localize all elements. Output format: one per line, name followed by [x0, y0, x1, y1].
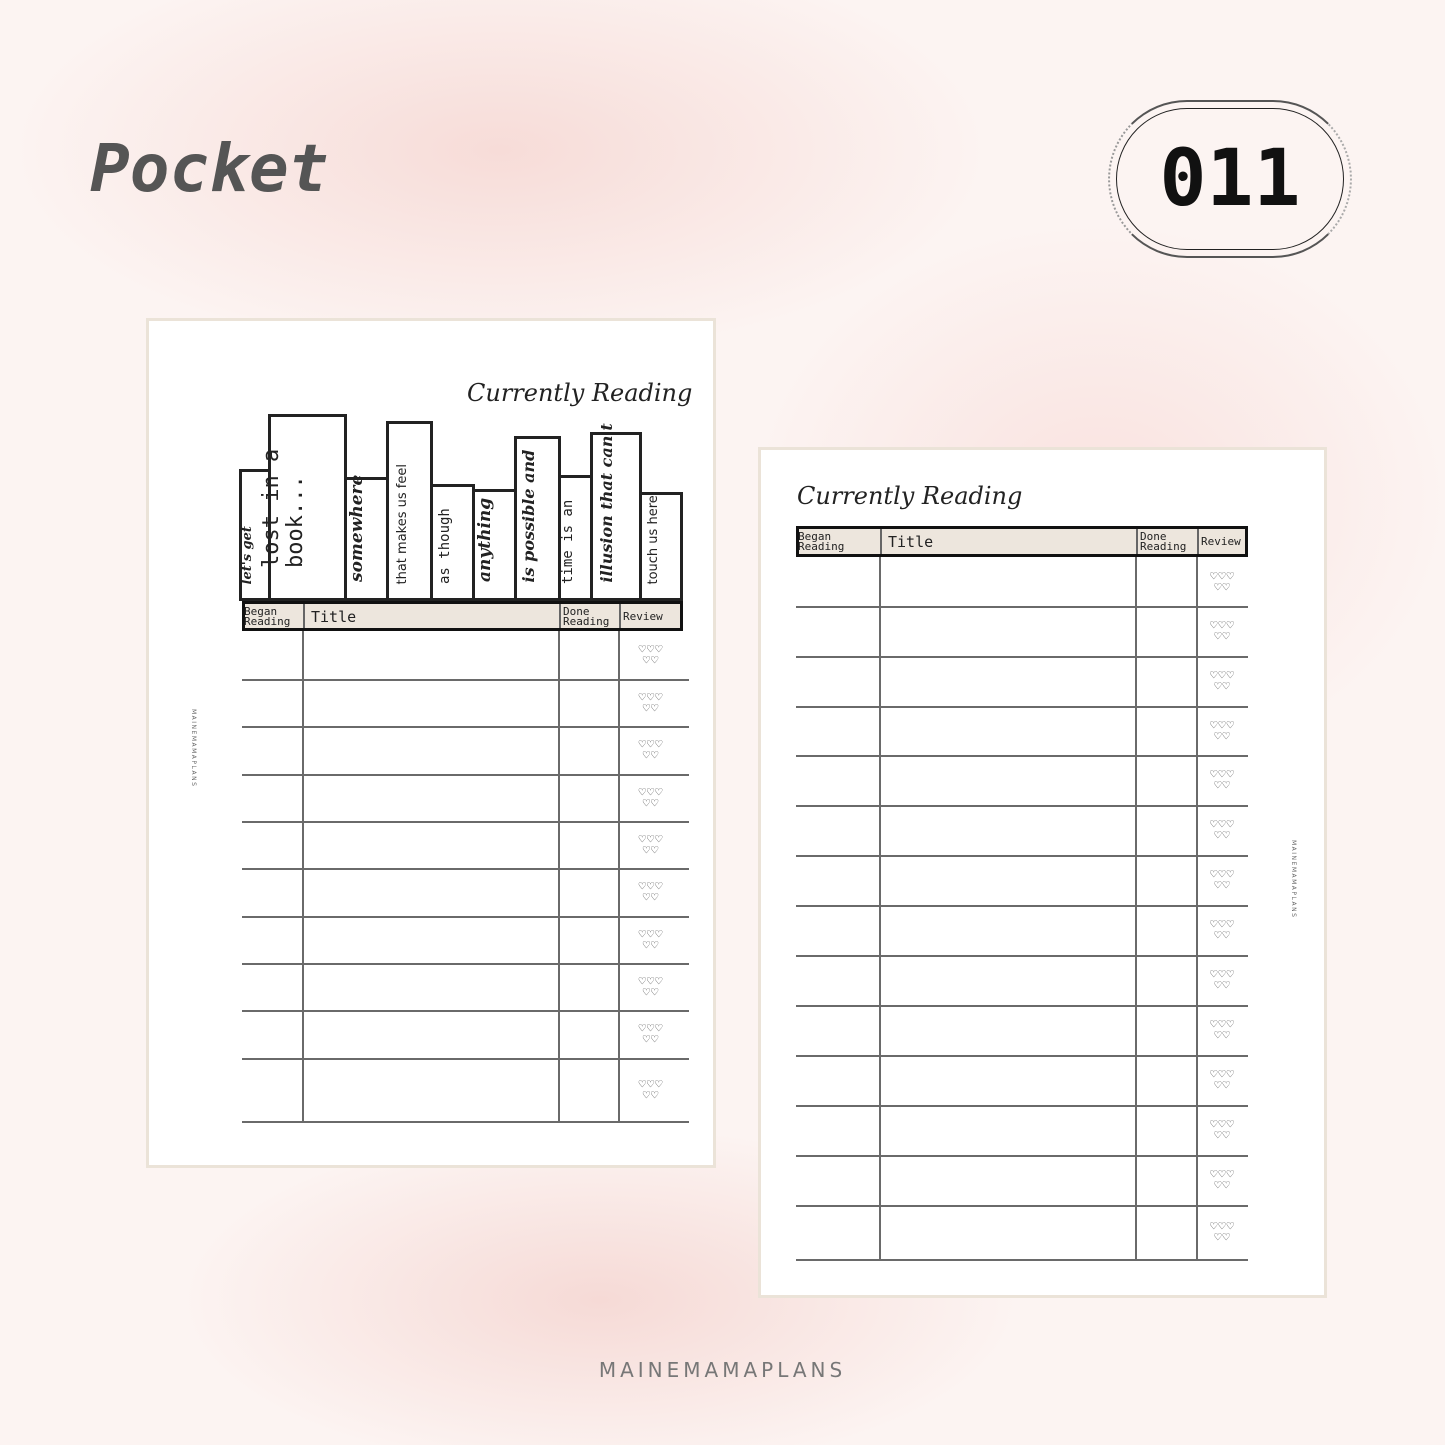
column-header: Began Reading	[798, 530, 845, 553]
table-header: Began Reading Title Done Reading Review	[796, 526, 1248, 557]
hearts-icon[interactable]: ♡♡♡ ♡♡	[1210, 817, 1235, 842]
hearts-icon[interactable]: ♡♡♡ ♡♡	[1210, 568, 1235, 594]
badge-number: 011	[1159, 134, 1301, 224]
hearts-icon[interactable]: ♡♡♡ ♡♡	[638, 642, 664, 667]
row-line	[242, 1010, 689, 1012]
book-spine: time is an	[558, 475, 593, 601]
row-line	[242, 1058, 689, 1060]
right-page: Currently Reading MAINEMAMAPLANS Began R…	[758, 447, 1327, 1298]
column-divider	[558, 631, 560, 1121]
book-spine: anything	[472, 489, 517, 601]
row-line	[242, 726, 689, 728]
row-line	[796, 1105, 1248, 1107]
column-header: Done Reading	[1136, 529, 1197, 554]
spine-text: touch us here.	[646, 491, 661, 585]
row-line	[242, 821, 689, 823]
hearts-icon[interactable]: ♡♡♡ ♡♡	[638, 831, 664, 857]
hearts-icon[interactable]: ♡♡♡ ♡♡	[1210, 917, 1235, 942]
page-title: Currently Reading	[467, 379, 693, 407]
side-watermark: MAINEMAMAPLANS	[190, 709, 197, 788]
book-spine: that makes us feel	[386, 421, 433, 601]
hearts-icon[interactable]: ♡♡♡ ♡♡	[1210, 1117, 1235, 1142]
row-line	[796, 955, 1248, 957]
hearts-icon[interactable]: ♡♡♡ ♡♡	[1210, 1067, 1235, 1092]
hearts-icon[interactable]: ♡♡♡ ♡♡	[638, 1021, 664, 1046]
bookshelf: let's get lost in a book... somewhere that …	[239, 411, 684, 601]
book-spine: illusion that can't	[590, 423, 642, 601]
row-line	[242, 868, 689, 870]
hearts-icon[interactable]: ♡♡♡ ♡♡	[638, 879, 664, 904]
row-line	[242, 963, 689, 965]
hearts-icon[interactable]: ♡♡♡ ♡♡	[1210, 967, 1235, 992]
spine-text: illusion that can't	[597, 423, 616, 583]
hearts-icon[interactable]: ♡♡♡ ♡♡	[638, 926, 664, 952]
column-header: Review	[619, 604, 683, 628]
row-line	[796, 1205, 1248, 1207]
column-header: Done Reading	[559, 604, 619, 628]
table-header: Began Reading Title Done Reading Review	[242, 601, 683, 631]
book-spine: is possible and	[514, 436, 561, 601]
product-title: Pocket	[90, 130, 329, 207]
row-line	[796, 706, 1248, 708]
hearts-icon[interactable]: ♡♡♡ ♡♡	[1210, 618, 1235, 643]
row-line	[242, 1121, 689, 1123]
row-line	[796, 1259, 1248, 1261]
book-spine: lost in a book...	[259, 414, 347, 601]
column-divider	[302, 631, 304, 1121]
column-divider	[1135, 557, 1137, 1259]
brand-footer: MAINEMAMAPLANS	[598, 1358, 847, 1382]
side-watermark: MAINEMAMAPLANS	[1290, 840, 1297, 919]
column-header: Review	[1197, 529, 1248, 554]
row-line	[242, 679, 689, 681]
row-line	[242, 774, 689, 776]
hearts-icon[interactable]: ♡♡♡ ♡♡	[638, 737, 664, 762]
hearts-icon[interactable]: ♡♡♡ ♡♡	[1210, 717, 1235, 743]
spine-text: time is an	[559, 499, 576, 584]
hearts-icon[interactable]: ♡♡♡ ♡♡	[1210, 1219, 1235, 1244]
hearts-icon[interactable]: ♡♡♡ ♡♡	[638, 784, 664, 810]
hearts-icon[interactable]: ♡♡♡ ♡♡	[1210, 767, 1235, 792]
row-line	[796, 1055, 1248, 1057]
row-line	[242, 916, 689, 918]
row-line	[796, 855, 1248, 857]
spine-text: is possible and	[518, 449, 538, 583]
row-line	[796, 656, 1248, 658]
row-line	[796, 755, 1248, 757]
row-line	[796, 1155, 1248, 1157]
number-badge: 011	[1108, 100, 1352, 258]
hearts-icon[interactable]: ♡♡♡ ♡♡	[1210, 867, 1235, 892]
column-divider	[618, 631, 620, 1121]
column-header: Began Reading	[244, 605, 291, 628]
column-header: Title	[880, 529, 1136, 554]
row-line	[796, 606, 1248, 608]
book-spine: touch us here.	[639, 491, 683, 601]
spine-text: that makes us feel	[394, 464, 410, 585]
row-line	[796, 905, 1248, 907]
row-line	[796, 1005, 1248, 1007]
book-spine: somewhere	[344, 474, 389, 601]
column-divider	[879, 557, 881, 1259]
spine-text: lost in a book...	[258, 448, 308, 568]
hearts-icon[interactable]: ♡♡♡ ♡♡	[1210, 1017, 1235, 1042]
page-title: Currently Reading	[797, 482, 1023, 510]
hearts-icon[interactable]: ♡♡♡ ♡♡	[1210, 1167, 1235, 1192]
spine-text: anything	[474, 497, 495, 582]
column-header: Title	[303, 604, 559, 628]
hearts-icon[interactable]: ♡♡♡ ♡♡	[638, 1076, 664, 1102]
hearts-icon[interactable]: ♡♡♡ ♡♡	[638, 689, 664, 715]
hearts-icon[interactable]: ♡♡♡ ♡♡	[638, 973, 664, 999]
row-line	[796, 805, 1248, 807]
left-page-pocket: Currently Reading let's get lost in a boo…	[146, 318, 716, 1168]
spine-text: somewhere	[346, 474, 367, 582]
spine-text: as though	[436, 508, 453, 584]
spine-text: let's get	[240, 526, 255, 585]
book-spine: as though	[430, 484, 475, 601]
hearts-icon[interactable]: ♡♡♡ ♡♡	[1210, 668, 1235, 693]
column-divider	[1196, 557, 1198, 1259]
